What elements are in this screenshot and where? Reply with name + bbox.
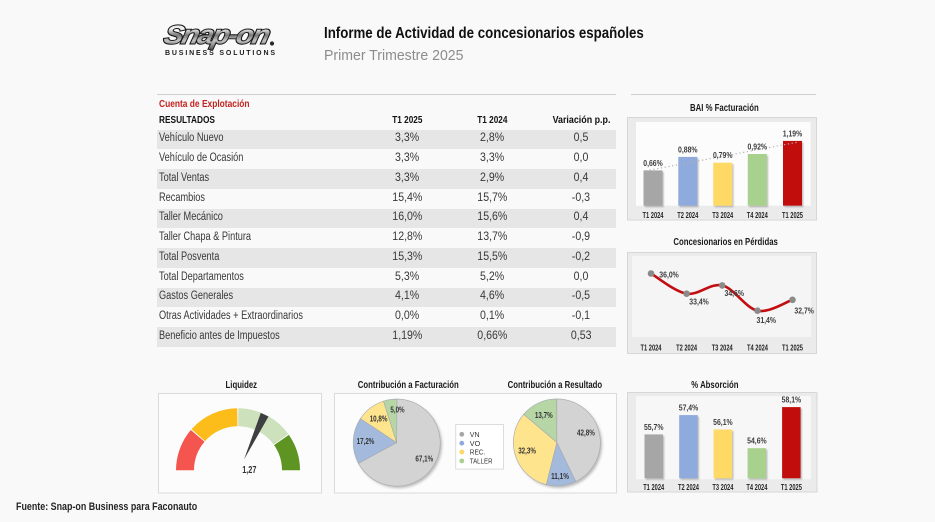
svg-text:T1 2024: T1 2024 bbox=[643, 210, 664, 220]
svg-text:T4 2024: T4 2024 bbox=[747, 343, 768, 353]
svg-text:0,92%: 0,92% bbox=[748, 143, 768, 152]
svg-text:T1 2024: T1 2024 bbox=[643, 482, 664, 492]
svg-text:T2 2024: T2 2024 bbox=[676, 343, 697, 353]
svg-text:T4 2024: T4 2024 bbox=[746, 482, 767, 492]
svg-text:10,8%: 10,8% bbox=[370, 414, 388, 424]
svg-text:32,3%: 32,3% bbox=[518, 446, 536, 456]
svg-text:VO: VO bbox=[470, 439, 481, 448]
svg-text:54,6%: 54,6% bbox=[747, 437, 767, 446]
svg-text:T1 2024: T1 2024 bbox=[641, 343, 662, 353]
svg-text:T1 2025: T1 2025 bbox=[781, 482, 802, 492]
svg-text:T3 2024: T3 2024 bbox=[712, 343, 733, 353]
svg-text:55,7%: 55,7% bbox=[644, 423, 664, 432]
svg-text:13,7%: 13,7% bbox=[535, 410, 553, 420]
svg-text:1,19%: 1,19% bbox=[783, 129, 803, 138]
svg-text:11,1%: 11,1% bbox=[551, 471, 569, 481]
svg-text:31,4%: 31,4% bbox=[757, 315, 777, 325]
svg-text:34,6%: 34,6% bbox=[725, 288, 745, 298]
svg-text:36,0%: 36,0% bbox=[659, 270, 679, 280]
svg-text:T4 2024: T4 2024 bbox=[747, 210, 768, 220]
svg-text:REC.: REC. bbox=[470, 448, 486, 457]
svg-text:T1 2025: T1 2025 bbox=[782, 210, 803, 220]
svg-text:57,4%: 57,4% bbox=[679, 404, 699, 413]
svg-text:33,4%: 33,4% bbox=[689, 297, 709, 307]
svg-text:T3 2024: T3 2024 bbox=[712, 210, 733, 220]
svg-text:1,27: 1,27 bbox=[242, 464, 256, 476]
svg-text:56,1%: 56,1% bbox=[713, 418, 733, 427]
svg-text:0,79%: 0,79% bbox=[713, 151, 733, 160]
svg-text:17,2%: 17,2% bbox=[357, 436, 375, 446]
svg-text:T1 2025: T1 2025 bbox=[782, 343, 803, 353]
svg-text:58,1%: 58,1% bbox=[782, 396, 802, 405]
svg-text:67,1%: 67,1% bbox=[415, 454, 433, 464]
svg-text:T3 2024: T3 2024 bbox=[712, 482, 733, 492]
svg-text:VN: VN bbox=[470, 430, 480, 439]
svg-text:5,0%: 5,0% bbox=[390, 405, 405, 415]
svg-text:TALLER: TALLER bbox=[470, 457, 493, 466]
svg-text:0,66%: 0,66% bbox=[643, 159, 663, 168]
svg-text:0,88%: 0,88% bbox=[678, 145, 698, 154]
svg-text:Snap-on: Snap-on bbox=[161, 20, 272, 49]
svg-text:32,7%: 32,7% bbox=[794, 306, 814, 316]
svg-text:42,8%: 42,8% bbox=[577, 428, 595, 438]
svg-text:T2 2024: T2 2024 bbox=[677, 210, 698, 220]
svg-text:T2 2024: T2 2024 bbox=[678, 482, 699, 492]
